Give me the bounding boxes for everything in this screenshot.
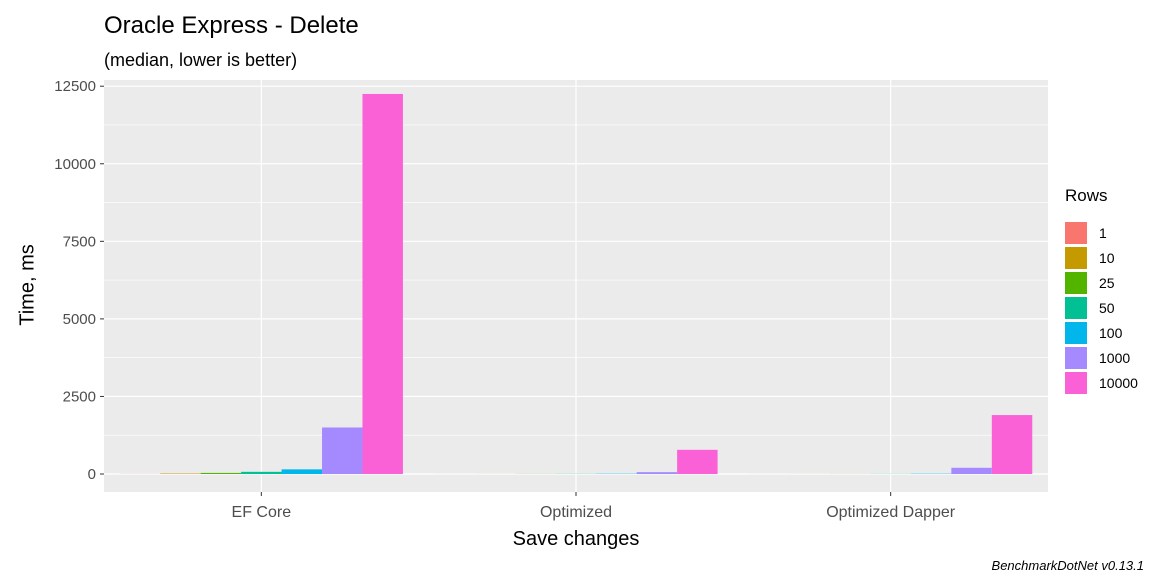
legend-label: 50 [1099,299,1115,316]
legend: Rows 1 10 25 50 100 1000 10000 [1065,186,1138,395]
y-tick-label: 7500 [63,233,96,250]
legend-swatch [1065,296,1087,319]
legend-title: Rows [1065,186,1108,205]
bar-100-0 [281,469,323,475]
legend-item: 1 [1065,220,1138,245]
bar-50-0 [241,471,282,475]
x-tick-label: Optimized Dapper [826,504,956,521]
legend-label: 1 [1099,224,1107,241]
y-tick-label: 12500 [54,78,96,95]
y-tick-label: 2500 [63,388,96,405]
legend-label: 25 [1099,274,1115,291]
legend-label: 100 [1099,324,1123,341]
bar-25-0 [200,472,242,475]
legend-label: 10000 [1099,374,1138,391]
chart-caption: BenchmarkDotNet v0.13.1 [991,558,1144,573]
legend-item: 50 [1065,295,1138,320]
bar-1000-2 [951,467,992,475]
legend-items: 1 10 25 50 100 1000 10000 [1065,220,1138,395]
legend-label: 10 [1099,249,1115,266]
bar-1000-1 [636,472,678,475]
legend-swatch [1065,371,1087,394]
bar-10000-2 [991,415,1033,475]
x-tick-label: EF Core [232,504,292,521]
legend-swatch [1065,321,1087,344]
chart-title: Oracle Express - Delete [104,12,359,39]
bar-10000-0 [362,93,403,475]
x-tick-label: Optimized [540,504,612,521]
y-axis-label: Time, ms [16,244,39,326]
legend-item: 10 [1065,245,1138,270]
x-axis-label: Save changes [512,528,640,550]
legend-item: 25 [1065,270,1138,295]
legend-swatch [1065,246,1087,269]
bar-10000-1 [677,449,718,475]
chart-subtitle: (median, lower is better) [104,50,298,70]
legend-item: 10000 [1065,370,1138,395]
legend-item: 1000 [1065,345,1138,370]
y-tick-label: 5000 [63,311,96,328]
legend-swatch [1065,221,1087,244]
y-tick-label: 0 [88,466,96,483]
legend-item: 100 [1065,320,1138,345]
legend-swatch [1065,346,1087,369]
legend-swatch [1065,271,1087,294]
y-tick-label: 10000 [54,156,96,173]
bar-1000-0 [322,427,363,475]
legend-label: 1000 [1099,349,1131,366]
